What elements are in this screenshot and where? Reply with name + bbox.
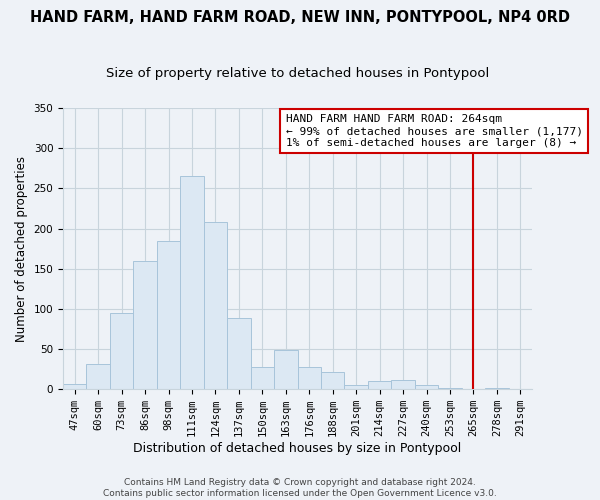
Bar	[204, 222, 227, 389]
Bar	[133, 262, 157, 389]
Bar	[227, 318, 251, 389]
Bar	[181, 176, 204, 389]
Bar	[344, 385, 368, 389]
Bar	[157, 242, 181, 389]
Bar	[251, 366, 274, 389]
Bar	[368, 381, 391, 389]
Bar	[391, 380, 415, 389]
Text: HAND FARM HAND FARM ROAD: 264sqm
← 99% of detached houses are smaller (1,177)
1%: HAND FARM HAND FARM ROAD: 264sqm ← 99% o…	[286, 114, 583, 148]
Bar	[439, 388, 462, 389]
Title: Size of property relative to detached houses in Pontypool: Size of property relative to detached ho…	[106, 68, 489, 80]
X-axis label: Distribution of detached houses by size in Pontypool: Distribution of detached houses by size …	[133, 442, 462, 455]
Bar	[485, 388, 509, 389]
Bar	[63, 384, 86, 389]
Bar	[415, 385, 439, 389]
Text: Contains HM Land Registry data © Crown copyright and database right 2024.
Contai: Contains HM Land Registry data © Crown c…	[103, 478, 497, 498]
Y-axis label: Number of detached properties: Number of detached properties	[15, 156, 28, 342]
Bar	[321, 372, 344, 389]
Bar	[298, 366, 321, 389]
Bar	[274, 350, 298, 389]
Bar	[86, 364, 110, 389]
Text: HAND FARM, HAND FARM ROAD, NEW INN, PONTYPOOL, NP4 0RD: HAND FARM, HAND FARM ROAD, NEW INN, PONT…	[30, 10, 570, 25]
Bar	[110, 313, 133, 389]
